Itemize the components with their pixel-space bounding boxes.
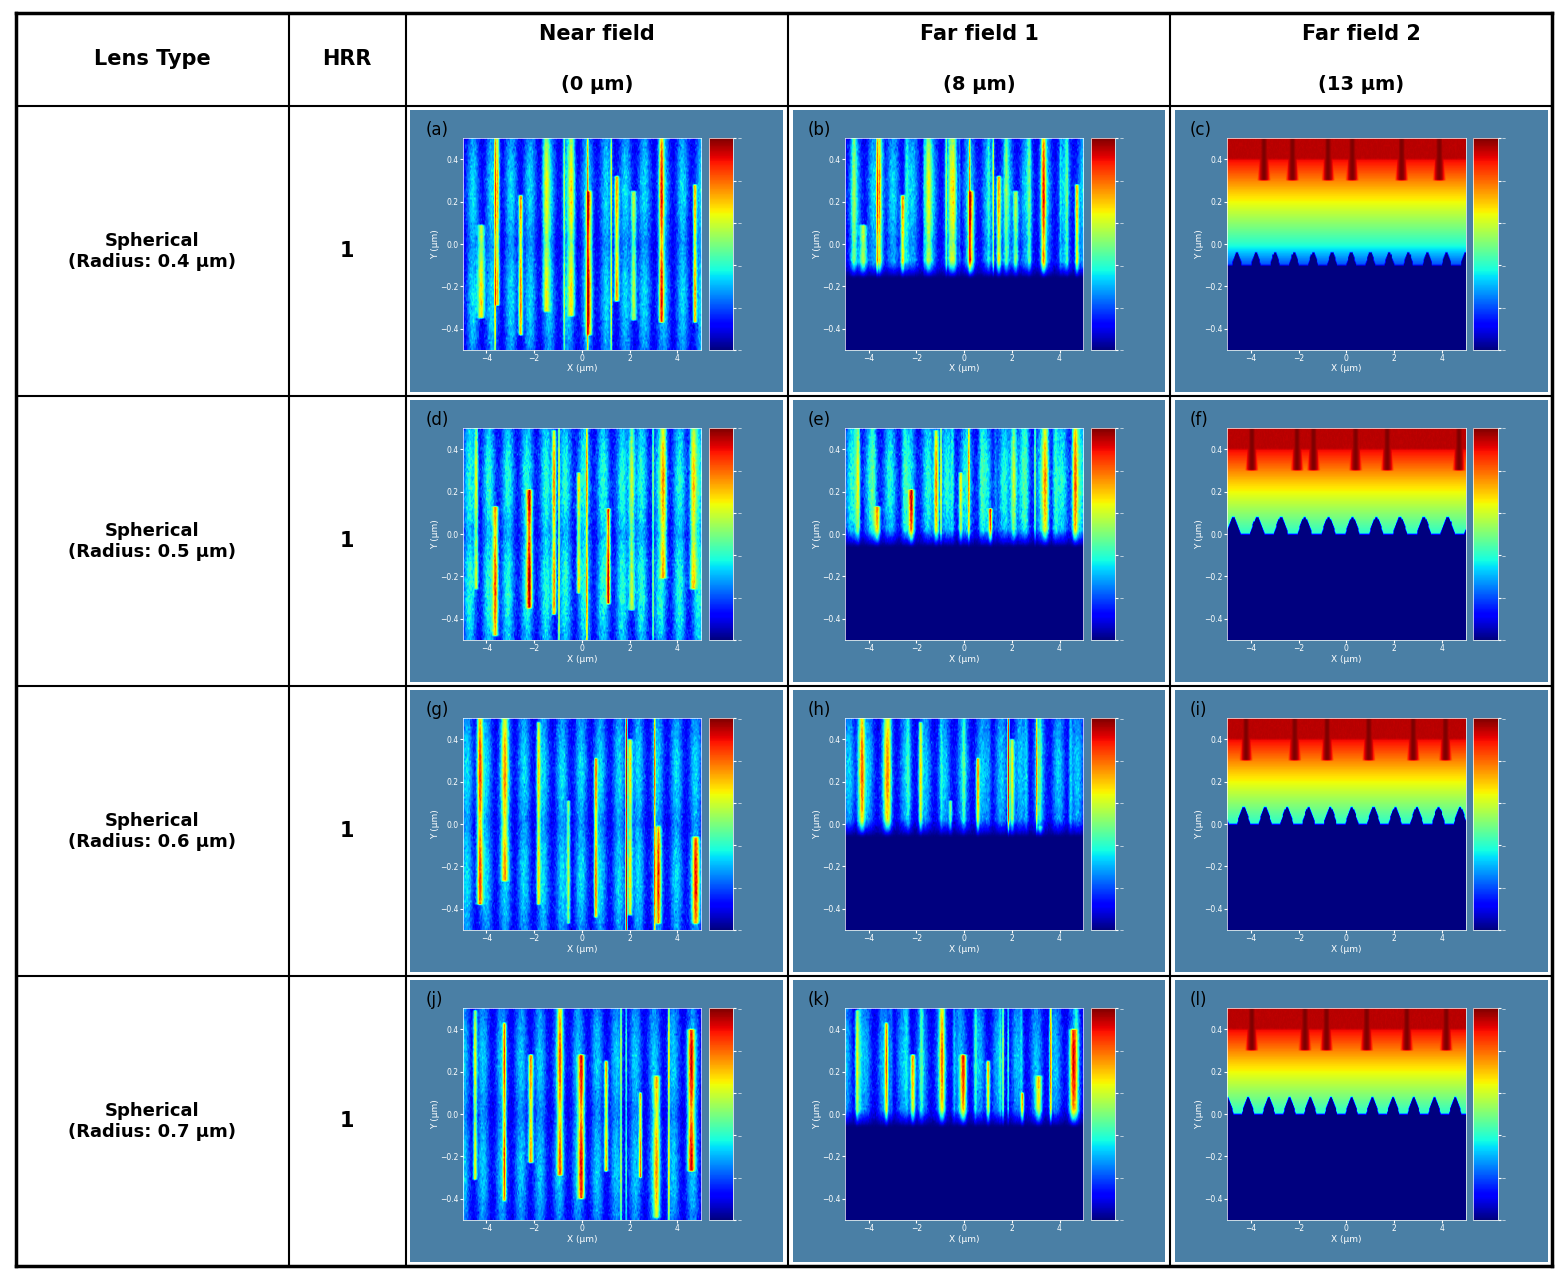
Text: 1: 1 (340, 821, 354, 842)
Y-axis label: Y (μm): Y (μm) (814, 519, 822, 549)
Text: (d): (d) (425, 412, 448, 430)
X-axis label: X (μm): X (μm) (949, 655, 980, 664)
Text: Far field 1: Far field 1 (919, 24, 1038, 45)
X-axis label: X (μm): X (μm) (1331, 655, 1361, 664)
Text: Near field: Near field (539, 24, 655, 45)
Y-axis label: Y (μm): Y (μm) (1195, 519, 1204, 549)
Text: (e): (e) (808, 412, 831, 430)
X-axis label: X (μm): X (μm) (949, 1234, 980, 1243)
Text: Spherical
(Radius: 0.5 μm): Spherical (Radius: 0.5 μm) (67, 522, 237, 560)
Text: 1: 1 (340, 1111, 354, 1131)
Y-axis label: Y (μm): Y (μm) (431, 229, 441, 258)
Text: (j): (j) (425, 991, 442, 1009)
Text: Far field 2: Far field 2 (1301, 24, 1421, 45)
Text: 1: 1 (340, 531, 354, 551)
Text: 1: 1 (340, 242, 354, 261)
Text: (8 μm): (8 μm) (942, 75, 1016, 95)
Text: Lens Type: Lens Type (94, 50, 210, 69)
Y-axis label: Y (μm): Y (μm) (814, 229, 822, 258)
Y-axis label: Y (μm): Y (μm) (1195, 810, 1204, 839)
Y-axis label: Y (μm): Y (μm) (1195, 1099, 1204, 1129)
X-axis label: X (μm): X (μm) (566, 945, 597, 954)
Text: (g): (g) (425, 701, 448, 719)
Y-axis label: Y (μm): Y (μm) (814, 810, 822, 839)
Text: (13 μm): (13 μm) (1319, 75, 1405, 95)
Text: Spherical
(Radius: 0.4 μm): Spherical (Radius: 0.4 μm) (67, 231, 237, 271)
Text: (f): (f) (1190, 412, 1209, 430)
Text: (h): (h) (808, 701, 831, 719)
X-axis label: X (μm): X (μm) (1331, 365, 1361, 373)
Text: (a): (a) (425, 122, 448, 139)
Text: (b): (b) (808, 122, 831, 139)
Text: (k): (k) (808, 991, 829, 1009)
Text: (0 μm): (0 μm) (561, 75, 633, 95)
Y-axis label: Y (μm): Y (μm) (814, 1099, 822, 1129)
X-axis label: X (μm): X (μm) (1331, 945, 1361, 954)
X-axis label: X (μm): X (μm) (949, 365, 980, 373)
X-axis label: X (μm): X (μm) (1331, 1234, 1361, 1243)
Text: (c): (c) (1190, 122, 1212, 139)
Text: (i): (i) (1190, 701, 1207, 719)
X-axis label: X (μm): X (μm) (566, 365, 597, 373)
Y-axis label: Y (μm): Y (μm) (431, 519, 441, 549)
Text: Spherical
(Radius: 0.7 μm): Spherical (Radius: 0.7 μm) (67, 1101, 237, 1141)
Y-axis label: Y (μm): Y (μm) (431, 1099, 441, 1129)
Text: Spherical
(Radius: 0.6 μm): Spherical (Radius: 0.6 μm) (67, 812, 237, 851)
Y-axis label: Y (μm): Y (μm) (1195, 229, 1204, 258)
Text: HRR: HRR (323, 50, 372, 69)
X-axis label: X (μm): X (μm) (566, 1234, 597, 1243)
Y-axis label: Y (μm): Y (μm) (431, 810, 441, 839)
X-axis label: X (μm): X (μm) (949, 945, 980, 954)
X-axis label: X (μm): X (μm) (566, 655, 597, 664)
Text: (l): (l) (1190, 991, 1207, 1009)
